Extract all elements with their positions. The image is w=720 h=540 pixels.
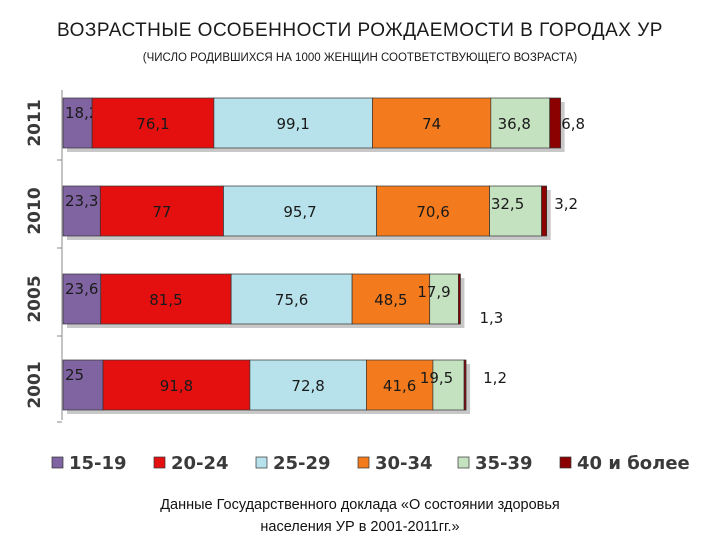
bar-segment (489, 185, 542, 237)
legend-label: 40 и более (577, 453, 690, 474)
source-line-1: Данные Государственного доклада «О состо… (160, 497, 560, 513)
data-label: 1,2 (483, 369, 507, 387)
data-label: 74 (422, 115, 441, 133)
stacked-bar-chart: 2011 18,2 76,1 99,1 74 36,8 6,8 2010 23,3 77 95,7 7… (25, 90, 690, 474)
chart-subtitle: (ЧИСЛО РОДИВШИХСЯ НА 1000 ЖЕНЩИН СООТВЕТ… (142, 52, 578, 64)
data-label: 41,6 (383, 377, 416, 395)
data-label: 76,1 (136, 115, 169, 133)
source-line-2: населения УР в 2001-2011гг.» (260, 519, 460, 535)
data-label: 19,5 (420, 369, 453, 387)
data-label: 17,9 (417, 283, 450, 301)
data-label: 3,2 (554, 195, 578, 213)
legend-label: 15-19 (69, 453, 127, 474)
legend-swatch (559, 456, 572, 469)
data-label: 6,8 (561, 115, 585, 133)
bar-segment (372, 97, 492, 149)
data-label: 70,6 (416, 203, 449, 221)
category-label: 2011 (25, 99, 45, 146)
bar-segment (230, 273, 353, 325)
data-label: 95,7 (283, 203, 316, 221)
legend-swatch (51, 456, 64, 469)
category-label: 2005 (25, 275, 45, 322)
data-label: 77 (152, 203, 171, 221)
data-label: 32,5 (491, 195, 524, 213)
bar-segment (91, 97, 215, 149)
bar-segment (62, 97, 93, 149)
legend-swatch (255, 456, 268, 469)
bar-segment (549, 97, 561, 149)
bar-segment (541, 185, 548, 237)
legend-label: 30-34 (375, 453, 433, 474)
data-label: 75,6 (275, 291, 308, 309)
legend-label: 35-39 (475, 453, 533, 474)
data-label: 25 (65, 366, 84, 384)
legend-label: 25-29 (273, 453, 331, 474)
bar-segment (351, 273, 431, 325)
legend-label: 20-24 (171, 453, 229, 474)
category-label: 2001 (25, 361, 45, 408)
bar-segment (100, 273, 232, 325)
chart-title: ВОЗРАСТНЫЕ ОСОБЕННОСТИ РОЖДАЕМОСТИ В ГОР… (57, 20, 663, 41)
bar-segment (429, 273, 459, 325)
bar-segment (62, 359, 104, 411)
source-note: Данные Государственного доклада «О состо… (60, 494, 660, 538)
data-label: 48,5 (374, 291, 407, 309)
bar-segment (490, 97, 551, 149)
bar-segment (366, 359, 434, 411)
bar-segment (62, 185, 101, 237)
bar-segment (223, 185, 377, 237)
data-label: 23,3 (65, 192, 98, 210)
bar-segment (249, 359, 367, 411)
category-label: 2010 (25, 187, 45, 234)
data-label: 36,8 (498, 115, 531, 133)
bar-segment (458, 273, 461, 325)
bar-segment (432, 359, 465, 411)
legend-swatch (457, 456, 470, 469)
bar-segment (376, 185, 490, 237)
data-label: 18,2 (65, 104, 98, 122)
data-label: 1,3 (479, 309, 503, 327)
data-label: 99,1 (276, 115, 309, 133)
legend-swatch (357, 456, 370, 469)
data-label: 72,8 (291, 377, 324, 395)
data-label: 81,5 (149, 291, 182, 309)
data-label: 23,6 (65, 280, 98, 298)
legend-swatch (153, 456, 166, 469)
data-label: 91,8 (160, 377, 193, 395)
bar-segment (99, 185, 224, 237)
bar-segment (463, 359, 467, 411)
bar-segment (213, 97, 373, 149)
